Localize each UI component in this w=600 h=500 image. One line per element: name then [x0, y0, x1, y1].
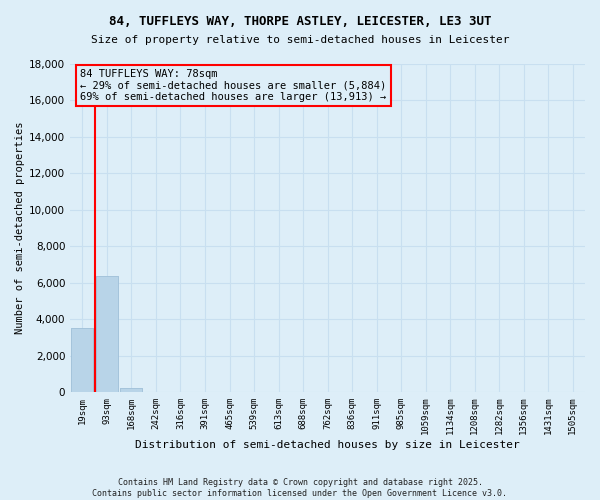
Bar — [121, 388, 142, 392]
Y-axis label: Number of semi-detached properties: Number of semi-detached properties — [15, 122, 25, 334]
Text: 84 TUFFLEYS WAY: 78sqm
← 29% of semi-detached houses are smaller (5,884)
69% of : 84 TUFFLEYS WAY: 78sqm ← 29% of semi-det… — [80, 69, 386, 102]
Bar — [71, 328, 94, 392]
Bar — [96, 276, 118, 392]
Bar — [71, 328, 94, 392]
Bar — [121, 388, 142, 392]
Text: Contains HM Land Registry data © Crown copyright and database right 2025.
Contai: Contains HM Land Registry data © Crown c… — [92, 478, 508, 498]
Text: 84, TUFFLEYS WAY, THORPE ASTLEY, LEICESTER, LE3 3UT: 84, TUFFLEYS WAY, THORPE ASTLEY, LEICEST… — [109, 15, 491, 28]
Bar — [96, 276, 118, 392]
Text: Size of property relative to semi-detached houses in Leicester: Size of property relative to semi-detach… — [91, 35, 509, 45]
X-axis label: Distribution of semi-detached houses by size in Leicester: Distribution of semi-detached houses by … — [135, 440, 520, 450]
